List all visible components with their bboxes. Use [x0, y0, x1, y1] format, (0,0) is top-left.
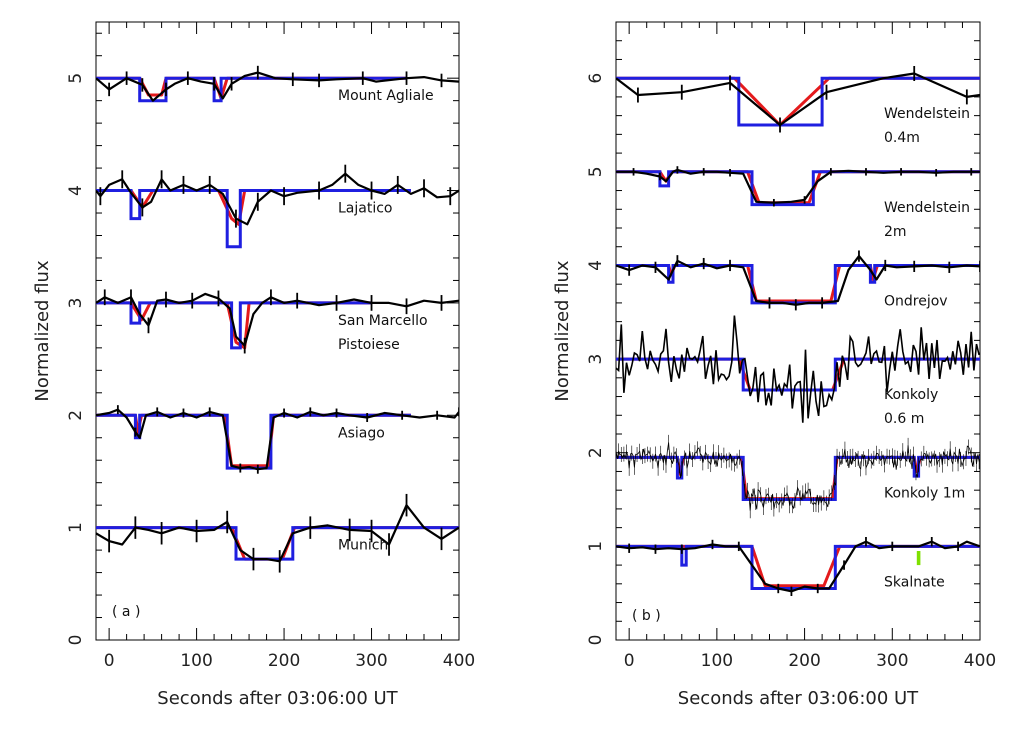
observed-lightcurve: [616, 540, 980, 593]
station-label: San Marcello: [338, 313, 428, 329]
station-label: Wendelstein: [884, 200, 970, 216]
station-label: Munich: [338, 538, 388, 554]
x-tick-label: 400: [443, 651, 475, 671]
station-series: [96, 289, 459, 354]
station-label: Wendelstein: [884, 106, 970, 122]
observed-lightcurve: [96, 71, 459, 102]
station-series: [96, 65, 459, 103]
station-series: [616, 434, 980, 519]
station-series: [616, 166, 980, 207]
y-tick-label: 0: [66, 635, 86, 646]
station-label: Mount Agliale: [338, 88, 434, 104]
observed-lightcurve: [616, 315, 980, 423]
station-label: Konkoly: [884, 387, 938, 403]
y-tick-label: 4: [66, 185, 86, 196]
station-label: Skalnate: [884, 574, 945, 590]
y-tick-label: 5: [586, 166, 606, 177]
plot-frame: [95, 21, 460, 641]
square-well-model: [96, 526, 459, 561]
x-tick-label: 300: [876, 651, 908, 671]
station-label: Ondrejov: [884, 293, 948, 309]
square-well-model: [616, 264, 980, 305]
station-label: Asiago: [338, 425, 385, 441]
station-series: [96, 405, 459, 474]
x-tick-label: 300: [355, 651, 387, 671]
station-label: Pistoiese: [338, 337, 400, 353]
observed-lightcurve: [616, 168, 980, 204]
y-tick-label: 2: [586, 447, 606, 458]
panel-label: ( a ): [112, 604, 140, 620]
x-tick-label: 200: [788, 651, 820, 671]
y-axis-title: Normalized flux: [552, 260, 573, 402]
y-tick-label: 6: [586, 73, 606, 84]
station-series: [616, 66, 980, 133]
panel-a-chart: 0 100 200 300 400 0 1 2 3 4 5 Seconds after 03:06:0…: [32, 21, 475, 709]
observed-lightcurve: [616, 72, 980, 127]
y-tick-label: 4: [586, 260, 606, 271]
y-axis-title: Normalized flux: [32, 260, 53, 402]
plot-frame: [615, 21, 981, 641]
x-tick-label: 0: [104, 651, 115, 671]
station-series: [616, 250, 980, 311]
station-series: [616, 537, 980, 596]
panel-label: ( b ): [632, 608, 661, 624]
y-tick-label: 0: [586, 635, 606, 646]
station-label: 2m: [884, 224, 907, 240]
square-well-model: [616, 455, 980, 501]
x-axis-title: Seconds after 03:06:00 UT: [678, 688, 919, 709]
station-series: [616, 315, 980, 423]
square-well-model: [96, 76, 407, 103]
square-well-model: [616, 357, 980, 392]
x-tick-label: 400: [964, 651, 996, 671]
observed-lightcurve: [96, 172, 459, 226]
model-curve: [96, 526, 459, 561]
y-tick-label: 1: [66, 522, 86, 533]
plot-area: [96, 65, 459, 573]
panel-b-chart: 0 100 200 300 400 0 1 2 3 4 5 6 Seconds after 03:06:…: [552, 21, 996, 709]
x-tick-label: 0: [624, 651, 635, 671]
x-tick-label: 200: [268, 651, 300, 671]
station-label: 0.4m: [884, 130, 920, 146]
station-label: 0.6 m: [884, 411, 924, 427]
plot-area: [616, 66, 980, 596]
station-label: Konkoly 1m: [884, 485, 965, 501]
observed-lightcurve: [96, 408, 459, 471]
y-tick-label: 3: [586, 354, 606, 365]
y-tick-label: 2: [66, 410, 86, 421]
observed-lightcurve: [96, 504, 459, 563]
station-series: [96, 164, 459, 249]
x-tick-label: 100: [701, 651, 733, 671]
y-tick-label: 3: [66, 297, 86, 308]
x-axis-title: Seconds after 03:06:00 UT: [157, 688, 398, 709]
highlight-event: [916, 551, 921, 566]
y-tick-label: 5: [66, 73, 86, 84]
station-label: Lajatico: [338, 201, 393, 217]
station-series: [96, 493, 459, 573]
x-tick-label: 100: [180, 651, 212, 671]
y-tick-label: 1: [586, 541, 606, 552]
